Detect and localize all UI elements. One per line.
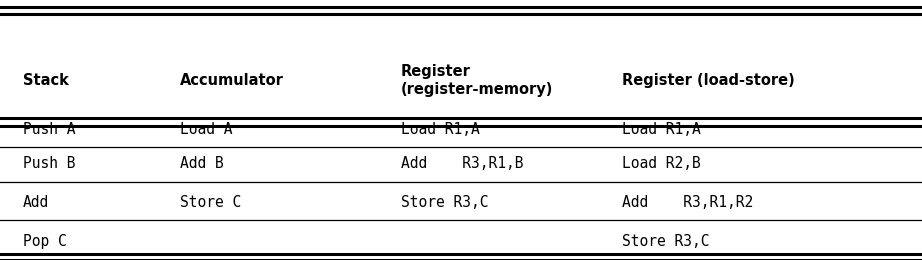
Text: Pop C: Pop C: [23, 234, 66, 249]
Text: Push A: Push A: [23, 122, 76, 138]
Text: Add    R3,R1,B: Add R3,R1,B: [401, 156, 524, 171]
Text: Load R1,A: Load R1,A: [622, 122, 701, 138]
Text: Store R3,C: Store R3,C: [622, 234, 710, 249]
Text: Add B: Add B: [180, 156, 223, 171]
Text: Add: Add: [23, 195, 49, 210]
Text: Register (load-store): Register (load-store): [622, 73, 795, 88]
Text: Load R1,A: Load R1,A: [401, 122, 479, 138]
Text: Add    R3,R1,R2: Add R3,R1,R2: [622, 195, 753, 210]
Text: Store R3,C: Store R3,C: [401, 195, 489, 210]
Text: Stack: Stack: [23, 73, 69, 88]
Text: Push B: Push B: [23, 156, 76, 171]
Text: Load A: Load A: [180, 122, 232, 138]
Text: Load R2,B: Load R2,B: [622, 156, 701, 171]
Text: Store C: Store C: [180, 195, 241, 210]
Text: Register
(register-memory): Register (register-memory): [401, 64, 553, 98]
Text: Accumulator: Accumulator: [180, 73, 284, 88]
